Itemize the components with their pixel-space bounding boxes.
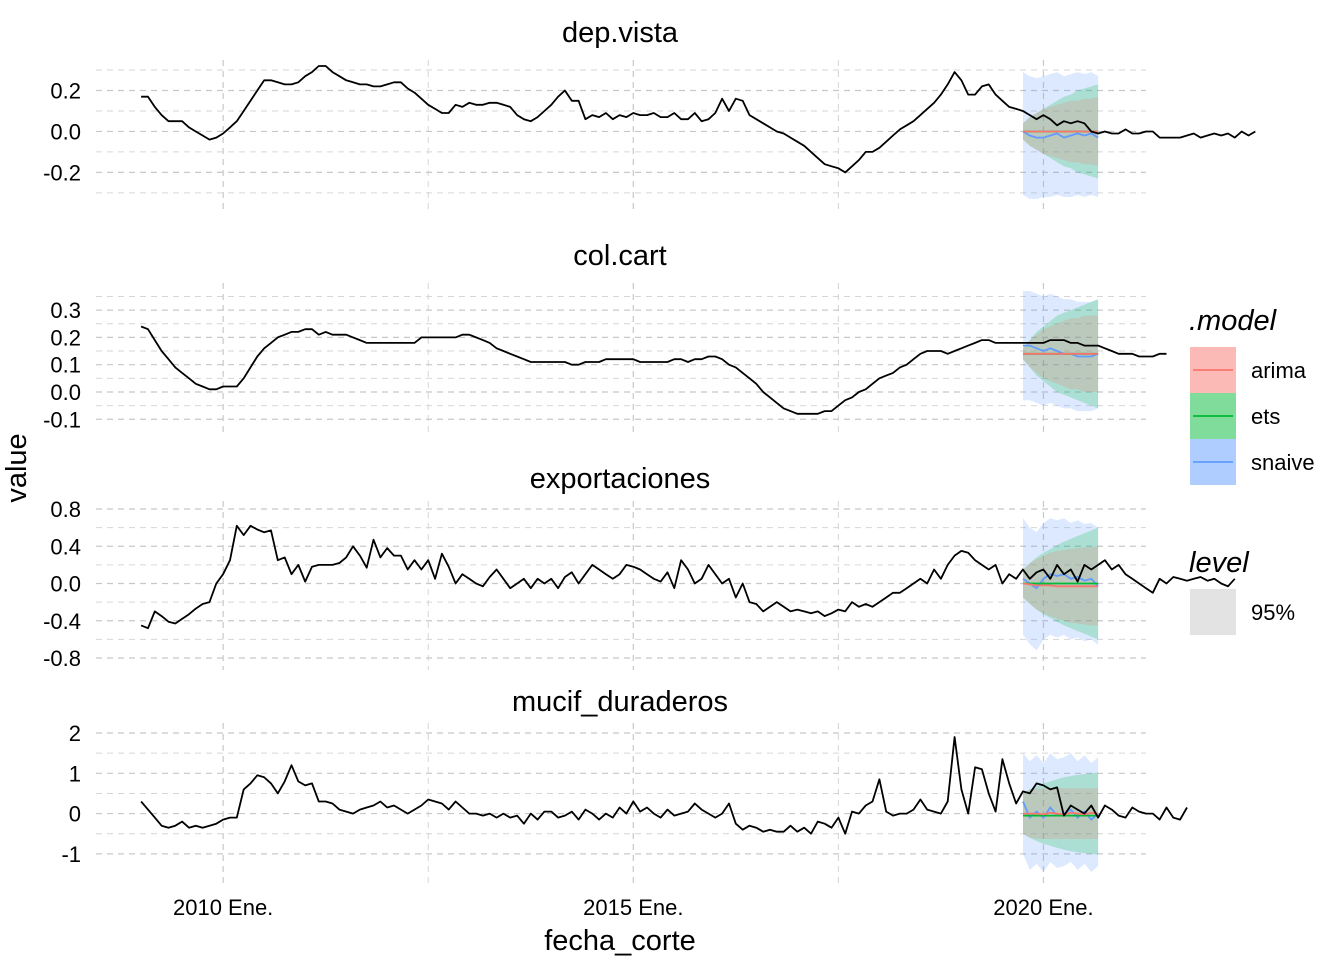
x-axis: 2010 Ene. 2015 Ene. 2020 Ene. xyxy=(173,895,1094,920)
y-tick-label: 0.4 xyxy=(50,534,81,559)
legend-model-items: arima ets snaive xyxy=(1190,347,1315,485)
y-tick-label: -0.4 xyxy=(43,609,81,634)
panels-layer: dep.vista-0.20.00.2col.cart-0.10.00.10.2… xyxy=(43,17,1256,884)
panel-0: dep.vista -0.2 0.0 0.2 xyxy=(43,17,1256,211)
y-tick-label: 0.0 xyxy=(50,380,81,405)
y-tick-label: -1 xyxy=(61,842,81,867)
arima-forecast-line xyxy=(1023,811,1099,816)
legend-level-label: 95% xyxy=(1251,600,1295,625)
y-tick-label: 0.0 xyxy=(50,572,81,597)
y-tick-label: 0.2 xyxy=(50,325,81,350)
snaive-forecast-line xyxy=(1022,573,1099,590)
snaive-95-ribbon xyxy=(1023,291,1099,412)
legend-label: snaive xyxy=(1251,450,1315,475)
history-line xyxy=(140,524,1236,630)
x-tick-label: 2020 Ene. xyxy=(993,895,1093,920)
y-tick-label: 0.3 xyxy=(50,298,81,323)
panel-title: mucif_duraderos xyxy=(512,686,728,718)
legend-label: arima xyxy=(1251,358,1307,383)
x-axis-title: fecha_corte xyxy=(544,925,696,957)
history-line xyxy=(140,736,1188,835)
x-tick-label: 2010 Ene. xyxy=(173,895,273,920)
legend-level-swatch xyxy=(1190,589,1236,635)
y-tick-label: -0.2 xyxy=(43,160,81,185)
y-tick-label: 0 xyxy=(69,802,81,827)
snaive-forecast-line xyxy=(1023,344,1099,358)
arima-forecast-line xyxy=(1022,582,1099,588)
panel-2: exportaciones -0.8 -0.4 0.0 0.4 0.8 xyxy=(43,463,1236,671)
y-tick-label: -0.8 xyxy=(43,646,81,671)
panel-title: exportaciones xyxy=(530,463,711,495)
history-line xyxy=(141,65,1256,174)
y-tick-label: 2 xyxy=(69,721,81,746)
panel-title: col.cart xyxy=(573,240,666,272)
y-tick-label: 0.8 xyxy=(50,497,81,522)
panel-title: dep.vista xyxy=(562,17,679,49)
snaive-forecast-line xyxy=(1022,130,1099,139)
y-axis-title: value xyxy=(1,433,33,502)
legend-item-arima: arima xyxy=(1190,347,1307,393)
panel-1: col.cart -0.10.00.1 0.20.3 xyxy=(43,240,1167,434)
legend-title-level: level xyxy=(1189,547,1250,579)
snaive-95-ribbon xyxy=(1023,753,1099,872)
legend-level-items: 95% xyxy=(1190,589,1295,635)
legend-item-snaive: snaive xyxy=(1190,439,1315,485)
y-tick-label: 0.2 xyxy=(50,79,81,104)
history-line xyxy=(140,325,1167,415)
y-tick-label: 1 xyxy=(69,761,81,786)
y-tick-label: 0.0 xyxy=(50,119,81,144)
legend-item-ets: ets xyxy=(1190,393,1280,439)
legend-label: ets xyxy=(1251,404,1280,429)
x-tick-label: 2015 Ene. xyxy=(583,895,683,920)
legend-title-model: .model xyxy=(1189,305,1278,337)
y-tick-label: -0.1 xyxy=(43,407,81,432)
y-tick-label: 0.1 xyxy=(50,353,81,378)
legend: .model level arima ets snaive 95% xyxy=(1189,305,1315,635)
legend-level-item: 95% xyxy=(1190,589,1295,635)
panel-3: mucif_duraderos -1 0 1 2 xyxy=(61,686,1188,884)
